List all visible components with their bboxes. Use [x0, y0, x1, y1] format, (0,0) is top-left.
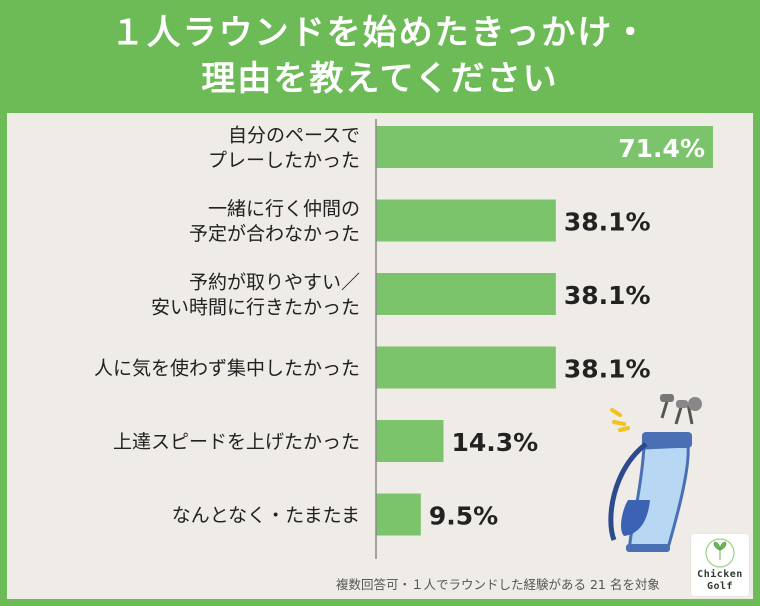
category-label-4-line-1: 人に気を使わず集中したかった [94, 358, 360, 380]
golf-bag-icon [608, 394, 702, 552]
category-label-5-line-1: 上達スピードを上げたかった [113, 431, 360, 453]
bar-3 [376, 273, 556, 315]
category-label-6-line-1: なんとなく・たまたま [172, 505, 360, 527]
leaf-icon [705, 538, 735, 568]
bar-5 [376, 420, 444, 462]
value-label-3: 38.1% [564, 281, 651, 310]
logo-line-2: Golf [706, 581, 734, 592]
category-label-2-line-2: 予定が合わなかった [189, 223, 360, 245]
bar-4 [376, 346, 556, 389]
bar-2 [376, 199, 556, 242]
category-label-2-line-1: 一緒に行く仲間の [208, 198, 360, 220]
logo-line-1: Chicken [697, 569, 743, 580]
bar-6 [376, 493, 421, 536]
footnote: 複数回答可・１人でラウンドした経験がある 21 名を対象 [336, 577, 660, 592]
page-title: １人ラウンドを始めたきっかけ・ 理由を教えてください [0, 10, 760, 102]
chicken-golf-logo: Chicken Golf [691, 534, 749, 596]
title-line-1: １人ラウンドを始めたきっかけ・ [110, 13, 650, 53]
value-label-1: 71.4% [618, 134, 705, 163]
chart-panel: 71.4% 自分のペースでプレーしたかった 38.1% 一緒に行く仲間の予定が合わなか… [7, 113, 753, 599]
category-label-1-line-2: プレーしたかった [208, 150, 360, 172]
value-label-5: 14.3% [451, 428, 538, 457]
title-line-2: 理由を教えてください [201, 59, 559, 99]
bar-1 [376, 126, 714, 168]
value-label-6: 9.5% [429, 502, 498, 531]
value-label-2: 38.1% [564, 208, 651, 237]
value-label-4: 38.1% [564, 355, 651, 384]
category-label-3-line-1: 予約が取りやすい／ [189, 272, 360, 294]
category-label-1-line-1: 自分のペースで [228, 125, 360, 147]
category-label-3-line-2: 安い時間に行きたかった [151, 297, 360, 319]
